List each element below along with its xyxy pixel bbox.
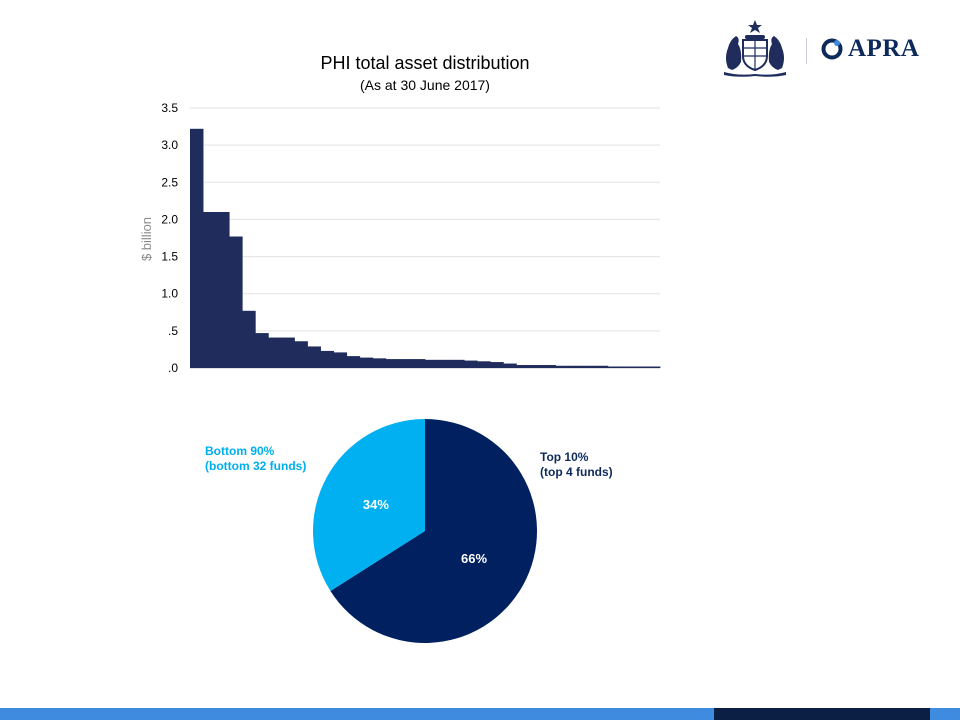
y-tick-label: 1.0 <box>161 287 178 301</box>
bar <box>529 365 543 368</box>
y-tick-label: 3.0 <box>161 138 178 152</box>
pie-label-top: Top 10% (top 4 funds) <box>540 450 613 480</box>
y-tick-label: 1.5 <box>161 250 178 264</box>
bar <box>346 356 361 368</box>
apra-ring-icon <box>821 38 843 60</box>
bar <box>620 366 635 368</box>
bar <box>581 365 596 368</box>
bar <box>594 365 609 368</box>
pie-value-label: 34% <box>363 497 389 512</box>
pie-label-bottom-sub: (bottom 32 funds) <box>205 459 307 473</box>
bar <box>568 365 583 368</box>
bar <box>503 363 517 368</box>
bar <box>281 337 295 368</box>
bar <box>190 128 204 368</box>
bar <box>333 352 348 368</box>
bar <box>633 366 648 368</box>
pie-slice <box>313 419 425 592</box>
bar <box>268 337 282 368</box>
footer-accent <box>714 708 930 720</box>
pie-label-bottom-title: Bottom 90% <box>205 444 275 458</box>
bar <box>451 359 465 368</box>
bar <box>438 359 452 368</box>
bar <box>646 366 661 368</box>
bar <box>542 365 556 368</box>
bar <box>555 365 570 368</box>
pie-slice <box>330 419 537 644</box>
bar <box>477 361 491 368</box>
y-tick-label: .5 <box>168 324 178 338</box>
bar <box>255 333 269 368</box>
bar <box>411 359 426 368</box>
bar <box>464 360 478 368</box>
bar <box>385 359 400 368</box>
y-tick-label: 2.5 <box>161 175 178 189</box>
bar <box>372 358 387 368</box>
bar <box>607 366 622 368</box>
y-axis-label: $ billion <box>139 217 154 261</box>
bar <box>216 212 230 368</box>
pie-label-top-title: Top 10% <box>540 450 589 464</box>
bar <box>516 365 530 368</box>
logo-divider <box>806 38 807 64</box>
apra-logo: APRA <box>820 34 919 64</box>
bar <box>242 310 256 368</box>
pie-value-label: 66% <box>461 551 487 566</box>
chart-title: PHI total asset distribution <box>320 53 530 73</box>
y-tick-label: 3.5 <box>161 101 178 115</box>
bar <box>398 359 413 368</box>
y-tick-label: 2.0 <box>161 212 178 226</box>
bar <box>294 341 308 368</box>
bar <box>359 357 374 368</box>
y-tick-label: .0 <box>168 361 178 375</box>
pie-label-top-sub: (top 4 funds) <box>540 465 613 479</box>
bar <box>490 362 504 368</box>
chart-subtitle: (As at 30 June 2017) <box>360 77 490 93</box>
australian-coat-of-arms-icon <box>724 20 786 77</box>
bar <box>425 359 439 368</box>
pie-label-bottom: Bottom 90% (bottom 32 funds) <box>205 444 306 474</box>
apra-wordmark: APRA <box>848 35 920 62</box>
bar <box>203 212 217 368</box>
bar <box>307 346 321 368</box>
bar <box>320 350 335 368</box>
bar <box>229 236 243 368</box>
